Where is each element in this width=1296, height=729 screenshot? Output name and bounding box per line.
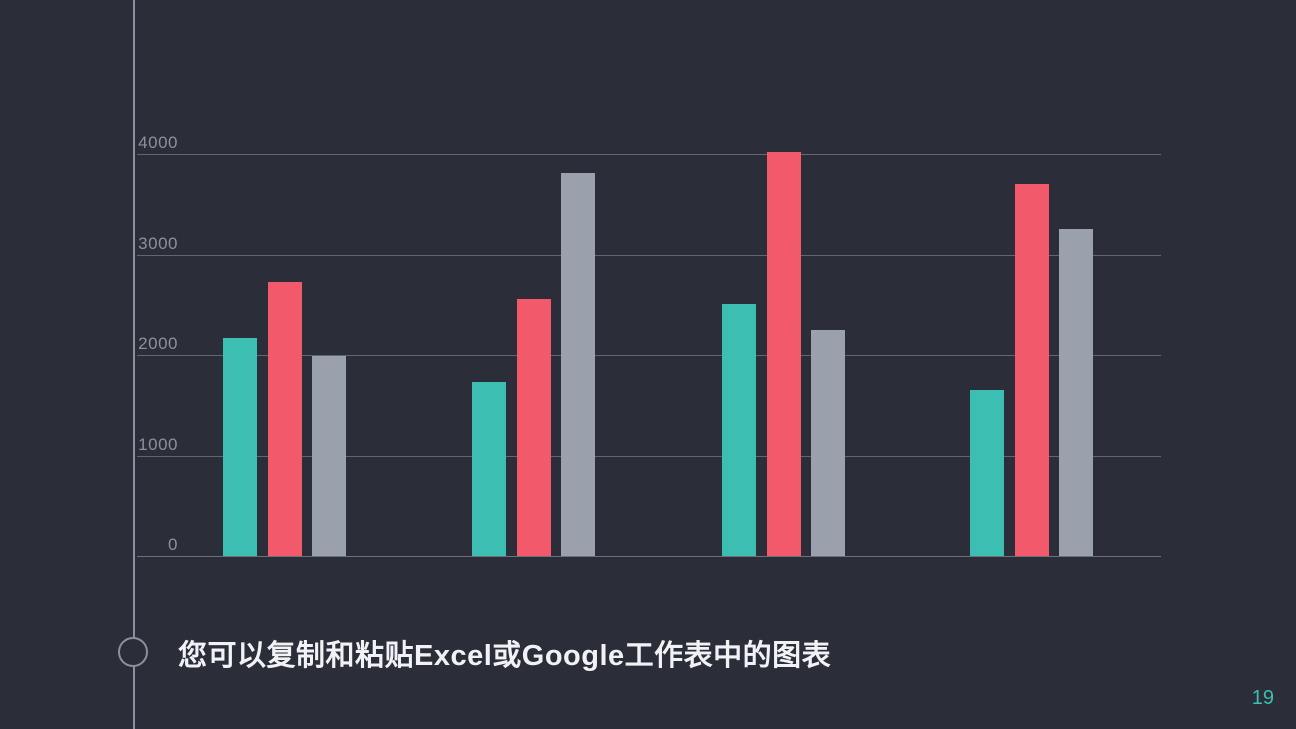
y-tick-label-2000: 2000 xyxy=(138,334,178,353)
bar-series-red-group-3 xyxy=(767,152,801,556)
bar-series-gray-group-4 xyxy=(1059,229,1093,556)
bar-chart: 0 1000 2000 3000 4000 xyxy=(137,133,1161,557)
y-tick-label-3000: 3000 xyxy=(138,234,178,253)
bar-series-teal-group-1 xyxy=(223,338,257,556)
page-number: 19 xyxy=(1251,687,1274,709)
bar-series-red-group-4 xyxy=(1015,184,1049,556)
y-tick-label-0: 0 xyxy=(168,535,178,554)
bar-series-teal-group-4 xyxy=(970,390,1004,556)
bar-series-teal-group-2 xyxy=(472,382,506,556)
y-tick-label-1000: 1000 xyxy=(138,435,178,454)
gridline-1000 xyxy=(137,456,1161,457)
circle-bullet-icon xyxy=(118,637,148,667)
bar-series-gray-group-1 xyxy=(312,356,346,556)
gridline-4000 xyxy=(137,154,1161,155)
caption-text: 您可以复制和粘贴Excel或Google工作表中的图表 xyxy=(178,640,832,672)
bar-series-teal-group-3 xyxy=(722,304,756,556)
y-tick-label-4000: 4000 xyxy=(138,133,178,152)
gridline-2000 xyxy=(137,355,1161,356)
gridline-3000 xyxy=(137,255,1161,256)
caption-row: 您可以复制和粘贴Excel或Google工作表中的图表 xyxy=(0,636,1296,676)
vertical-accent-line xyxy=(133,0,135,729)
bar-series-red-group-2 xyxy=(517,299,551,556)
gridline-0 xyxy=(137,556,1161,557)
bar-series-gray-group-2 xyxy=(561,173,595,556)
bar-series-red-group-1 xyxy=(268,282,302,556)
bar-series-gray-group-3 xyxy=(811,330,845,556)
